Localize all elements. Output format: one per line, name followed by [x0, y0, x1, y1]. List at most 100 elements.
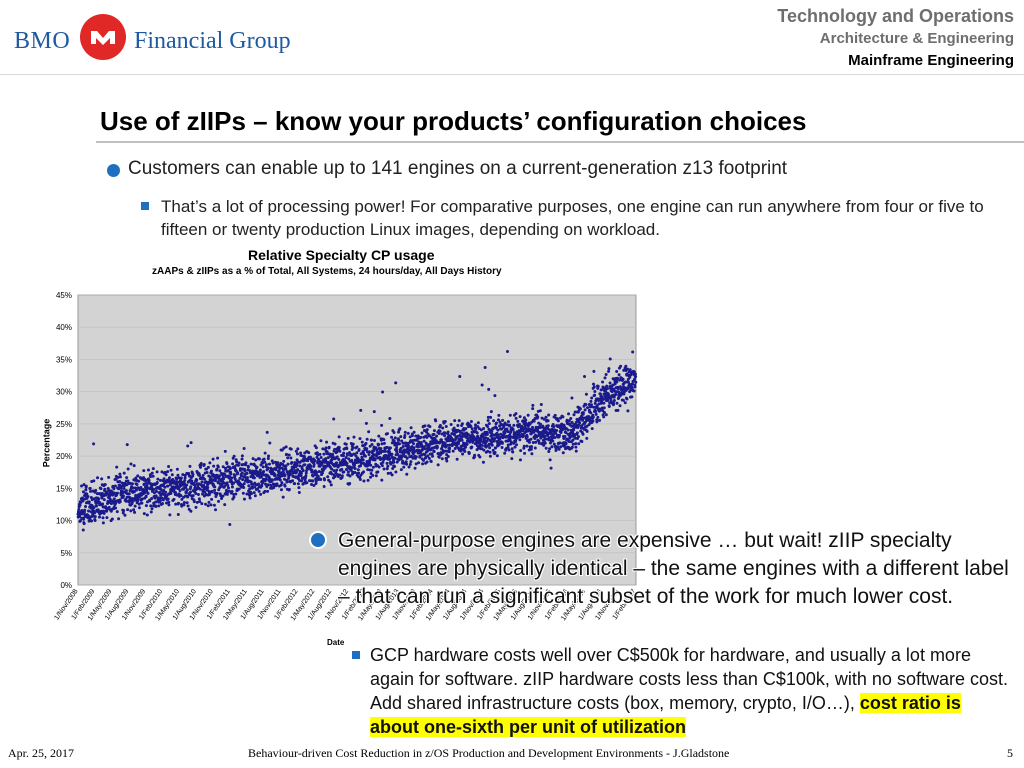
data-point — [455, 457, 459, 461]
data-point — [154, 500, 158, 504]
data-point — [369, 463, 373, 467]
data-point — [500, 441, 504, 445]
data-point — [184, 485, 188, 489]
data-point — [345, 453, 349, 457]
data-point — [621, 398, 625, 402]
data-point — [142, 469, 146, 473]
data-point — [496, 433, 500, 437]
data-point — [457, 442, 461, 446]
data-point — [441, 449, 445, 453]
data-point — [205, 470, 209, 474]
data-point — [163, 470, 167, 474]
data-point — [601, 380, 605, 384]
data-point — [167, 465, 171, 469]
data-point — [340, 474, 344, 478]
data-point — [505, 350, 509, 354]
data-point — [82, 517, 86, 521]
data-point — [525, 435, 529, 439]
data-point — [201, 473, 205, 477]
data-point — [558, 441, 562, 445]
data-point — [586, 406, 590, 410]
data-point — [107, 505, 111, 509]
data-point — [253, 494, 257, 498]
data-point — [234, 492, 238, 496]
data-point — [603, 376, 607, 380]
data-point — [117, 486, 121, 490]
header-department: Architecture & Engineering — [819, 30, 1014, 47]
data-point — [399, 468, 403, 472]
data-point — [231, 462, 235, 466]
data-point — [543, 434, 547, 438]
data-point — [500, 445, 504, 449]
data-point — [198, 473, 202, 477]
data-point — [547, 413, 551, 417]
data-point — [266, 489, 270, 493]
data-point — [93, 511, 97, 515]
data-point — [100, 492, 104, 496]
data-point — [206, 486, 210, 490]
data-point — [209, 503, 213, 507]
data-point — [186, 504, 190, 508]
data-point — [390, 473, 394, 477]
data-point — [511, 428, 515, 432]
data-point — [419, 440, 423, 444]
data-point — [359, 452, 363, 456]
data-point — [492, 439, 496, 443]
data-point — [191, 472, 195, 476]
data-point — [410, 434, 414, 438]
data-point — [118, 479, 122, 483]
data-point — [94, 489, 98, 493]
data-point — [116, 475, 120, 479]
data-point — [263, 489, 267, 493]
data-point — [259, 492, 263, 496]
data-point — [242, 446, 246, 450]
data-point — [378, 458, 382, 462]
data-point — [249, 492, 253, 496]
data-point — [486, 425, 490, 429]
data-point — [375, 448, 379, 452]
data-point — [551, 439, 555, 443]
data-point — [338, 473, 342, 477]
data-point — [210, 489, 214, 493]
data-point — [598, 418, 602, 422]
data-point — [514, 412, 518, 416]
data-point — [446, 443, 450, 447]
data-point — [275, 482, 279, 486]
data-point — [211, 457, 215, 461]
data-point — [629, 373, 633, 377]
data-point — [526, 413, 530, 417]
data-point — [150, 497, 154, 501]
data-point — [519, 449, 523, 453]
data-point — [189, 441, 193, 445]
data-point — [619, 364, 623, 368]
data-point — [592, 405, 596, 409]
data-point — [122, 487, 126, 491]
data-point — [192, 500, 196, 504]
data-point — [452, 426, 456, 430]
data-point — [397, 442, 401, 446]
data-point — [198, 500, 202, 504]
data-point — [289, 456, 293, 460]
data-point — [367, 430, 371, 434]
data-point — [176, 473, 180, 477]
data-point — [82, 483, 86, 487]
data-point — [178, 489, 182, 493]
data-point — [563, 434, 567, 438]
bmo-logo-text: BMO — [14, 28, 71, 54]
data-point — [592, 382, 596, 386]
data-point — [575, 423, 579, 427]
data-point — [199, 461, 203, 465]
data-point — [589, 399, 593, 403]
data-point — [612, 399, 616, 403]
data-point — [158, 478, 162, 482]
data-point — [330, 467, 334, 471]
data-point — [140, 501, 144, 505]
data-point — [233, 477, 237, 481]
data-point — [206, 504, 210, 508]
data-point — [467, 451, 471, 455]
data-point — [529, 447, 533, 451]
data-point — [446, 455, 450, 459]
data-point — [181, 473, 185, 477]
y-tick-label: 15% — [56, 484, 72, 493]
data-point — [201, 492, 205, 496]
